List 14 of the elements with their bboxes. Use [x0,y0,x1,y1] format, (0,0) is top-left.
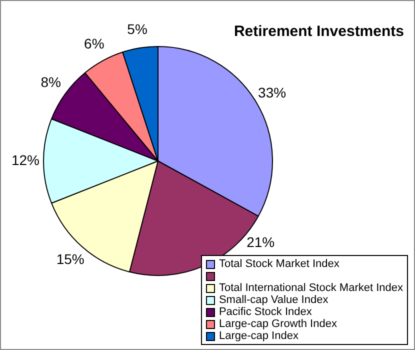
data-label: 12% [11,152,40,168]
data-label: 15% [56,251,84,268]
legend-label: Total International Stock Market Index [218,282,403,294]
data-label: 21% [246,234,275,250]
legend-label: Large-cap Growth Index [218,318,337,330]
legend-label: Small-cap Value Index [218,294,328,306]
data-label: 5% [127,20,148,37]
chart-title: Retirement Investments [234,23,404,40]
data-label: 33% [258,84,286,100]
data-label: 8% [40,74,61,90]
legend-label: Large-cap Index [218,330,298,342]
legend-label: Pacific Stock Index [218,306,312,318]
data-label: 6% [84,36,104,52]
legend-label: Total Stock Market Index [218,258,340,270]
